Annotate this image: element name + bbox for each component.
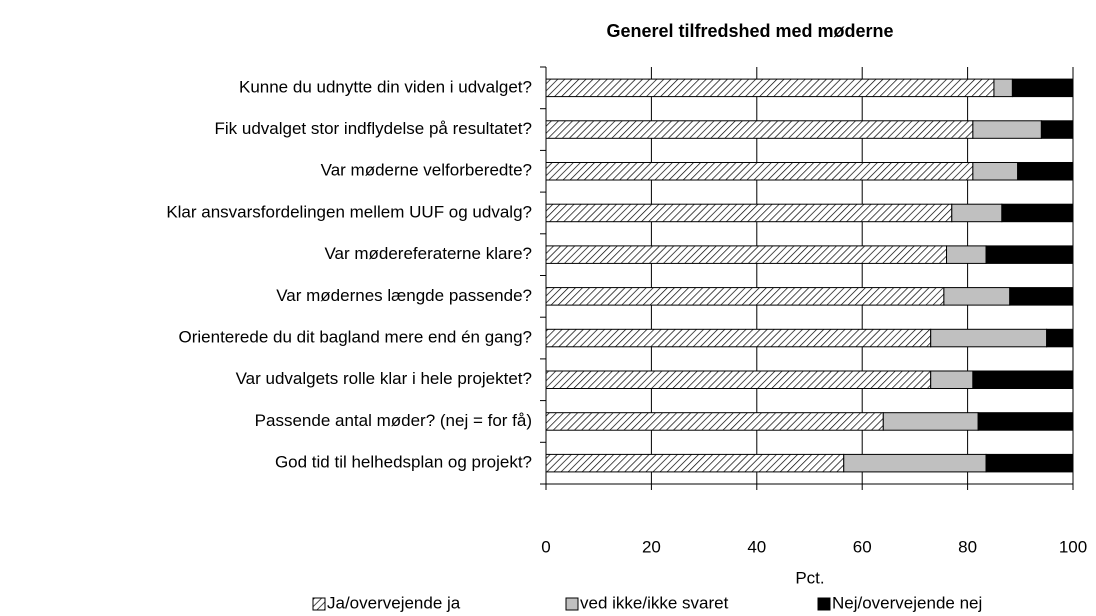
x-tick-label: 100 (1059, 537, 1087, 556)
bar-segment (1040, 120, 1074, 139)
x-tick-label: 40 (747, 537, 766, 556)
bar-segment (545, 328, 932, 348)
bar-segment (972, 370, 1074, 390)
y-tick-label: Var udvalgets rolle klar i hele projekte… (236, 369, 532, 388)
bar-segment (545, 412, 884, 431)
bar-segment (943, 287, 1011, 306)
bar-segment (1011, 78, 1074, 98)
x-tick-label: 80 (958, 537, 977, 556)
legend-label: Nej/overvejende nej (832, 593, 982, 612)
bar-segment (1009, 287, 1074, 306)
bar-segment (545, 120, 974, 139)
bar-segment (882, 412, 979, 431)
x-tick-label: 20 (642, 537, 661, 556)
bar-segment (951, 203, 1003, 223)
x-axis-label: Pct. (795, 568, 824, 587)
bar-segment (972, 161, 1019, 181)
y-tick-label: Passende antal møder? (nej = for få) (255, 411, 532, 430)
bar-segment (946, 245, 987, 264)
bar-segment (545, 203, 953, 223)
bar-segment (985, 453, 1074, 473)
bar-segment (977, 412, 1074, 431)
x-tick-label: 0 (541, 537, 550, 556)
y-tick-label: Var møderne velforberedte? (321, 161, 532, 180)
bar-segment (972, 120, 1042, 139)
bar-segment (545, 370, 932, 390)
chart-title: Generel tilfredshed med møderne (606, 21, 893, 41)
legend-label: Ja/overvejende ja (327, 593, 461, 612)
bar-segment (985, 245, 1074, 264)
bar-segment (545, 245, 948, 264)
y-tick-label: Orienterede du dit bagland mere end én g… (179, 328, 532, 347)
legend-swatch (565, 597, 579, 611)
bar-segment (843, 453, 987, 473)
y-tick-label: Var mødereferaterne klare? (324, 244, 532, 263)
y-tick-label: Klar ansvarsfordelingen mellem UUF og ud… (166, 202, 532, 221)
bar-segment (930, 328, 1048, 348)
bar-segment (545, 161, 974, 181)
bar-segment (545, 453, 845, 473)
x-tick-label: 60 (853, 537, 872, 556)
legend-swatch (817, 597, 831, 611)
bar-segment (993, 78, 1013, 98)
bar-segment (1001, 203, 1074, 223)
y-tick-label: God tid til helhedsplan og projekt? (275, 453, 532, 472)
legend-label: ved ikke/ikke svaret (580, 593, 729, 612)
y-tick-label: Fik udvalget stor indflydelse på resulta… (214, 119, 532, 138)
bar-segment (545, 287, 945, 306)
bar-segment (1017, 161, 1074, 181)
y-tick-label: Var mødernes længde passende? (276, 286, 532, 305)
y-tick-label: Kunne du udnytte din viden i udvalget? (239, 77, 532, 96)
bar-segment (545, 78, 995, 98)
bar-segment (1046, 328, 1074, 348)
legend-swatch (312, 597, 326, 611)
bar-segment (930, 370, 974, 390)
